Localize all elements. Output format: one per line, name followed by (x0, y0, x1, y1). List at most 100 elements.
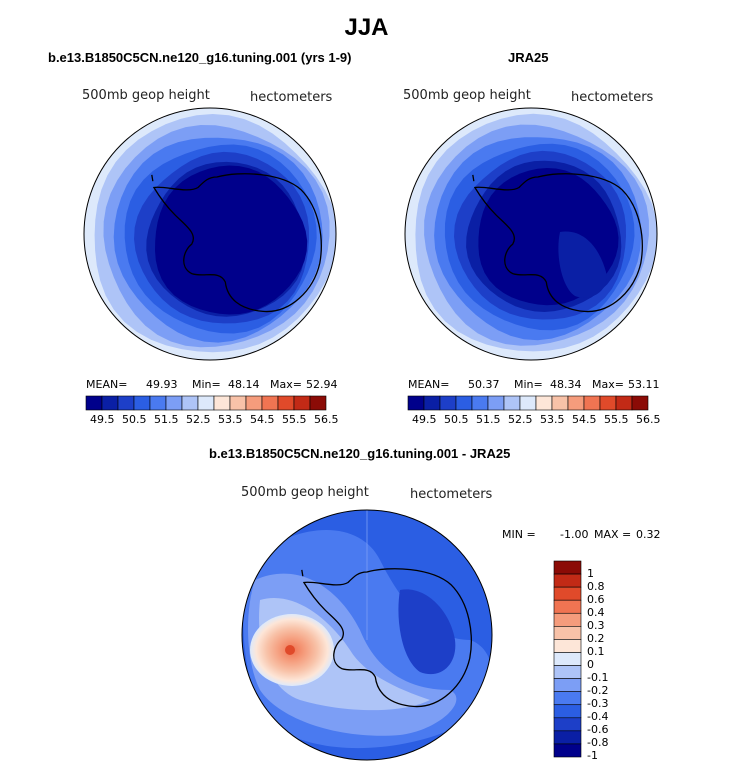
panel2-inner-lobe (558, 231, 607, 298)
panel3-colorbar-tick: -1 (587, 749, 598, 763)
panel1-mean-label: MEAN= (86, 378, 128, 391)
panel2-island-outline (472, 174, 475, 182)
panel1-colorbar-swatch-52 (165, 395, 183, 411)
panel3-colorbar-tick: 0.6 (587, 592, 605, 606)
panel3-colorbar-swatch-0.8 (553, 573, 582, 588)
panel2-colorbar-swatch-54 (551, 395, 569, 411)
panel1-colorbar-swatch-54.5 (245, 395, 263, 411)
panel1-colorbar-swatch-55.5 (277, 395, 295, 411)
panel1-mean-value: 49.93 (146, 378, 178, 391)
panel2-colorbar-swatch-50 (423, 395, 441, 411)
panel1-colorbar-swatch-50.5 (117, 395, 135, 411)
panel2-colorbar-tick: 53.5 (540, 413, 565, 426)
panel3-colorbar-tick: -0.2 (587, 684, 609, 698)
panel3-colorbar-swatch-0.4 (553, 599, 582, 614)
panel2-colorbar-swatch-49.5 (407, 395, 425, 411)
panel2-colorbar-tick: 50.5 (444, 413, 469, 426)
panel3-colorbar-swatch--0.4 (553, 704, 582, 719)
panel2-colorbar-tick: 49.5 (412, 413, 437, 426)
panel2-colorbar-swatch-56 (615, 395, 633, 411)
panel2-colorbar-tick: 56.5 (636, 413, 661, 426)
panel1-units-label: hectometers (250, 90, 333, 105)
panel3-colorbar-tick: 0.3 (587, 618, 605, 632)
panel3-colorbar-swatch-1 (553, 560, 582, 575)
panel2-colorbar-swatch-51 (455, 395, 473, 411)
panel1-colorbar-swatch-53.5 (213, 395, 231, 411)
panel2-colorbar-tick: 52.5 (508, 413, 533, 426)
panel2-colorbar-swatch-56.5 (631, 395, 649, 411)
panel1-title: b.e13.B1850C5CN.ne120_g16.tuning.001 (yr… (48, 50, 352, 65)
panel2-map (405, 108, 657, 360)
panel3-colorbar-tick: -0.4 (587, 710, 609, 724)
panel2-colorbar-tick: 51.5 (476, 413, 501, 426)
panel2-colorbar-swatch-55 (583, 395, 601, 411)
panel2-mean-label: MEAN= (408, 378, 450, 391)
panel1-colorbar-swatch-55 (261, 395, 279, 411)
panel3-colorbar-tick: 0.2 (587, 631, 605, 645)
panel2-max-value: 53.11 (628, 378, 660, 391)
panel3-colorbar-tick: 0 (587, 658, 594, 671)
panel3-map (242, 510, 492, 760)
panel1-colorbar-tick: 49.5 (90, 413, 115, 426)
panel3-colorbar-tick: -0.3 (587, 697, 609, 711)
panel3-colorbar-swatch--0.6 (553, 717, 582, 732)
panel3-min-value: -1.00 (560, 528, 589, 541)
panel3-colorbar-swatch--0.1 (553, 665, 582, 679)
panel3-colorbar-tick: -0.1 (587, 671, 609, 685)
panel3-colorbar-tick: -0.8 (587, 736, 609, 750)
panel3-colorbar-tick: 1 (587, 566, 594, 580)
panel3-colorbar-swatch--0.3 (553, 691, 582, 706)
panel2-min-value: 48.34 (550, 378, 582, 391)
panel1-colorbar-tick: 54.5 (250, 413, 275, 426)
panel3-island-outline (301, 569, 304, 577)
panel3-title: b.e13.B1850C5CN.ne120_g16.tuning.001 - J… (209, 446, 511, 461)
panel1-colorbar-swatch-52.5 (181, 395, 199, 411)
panel2-colorbar-swatch-51.5 (471, 395, 489, 411)
panel1-continent-outline (152, 173, 322, 313)
panel2-colorbar-swatch-53 (519, 395, 537, 411)
panel3-colorbar-swatch--0.2 (553, 678, 582, 692)
main-title: JJA (344, 14, 389, 41)
panel3-continent-outline (302, 568, 472, 708)
panel1-min-label: Min= (192, 378, 221, 391)
panel1-colorbar-tick: 56.5 (314, 413, 339, 426)
panel2-colorbar-tick: 54.5 (572, 413, 597, 426)
panel1-max-value: 52.94 (306, 378, 338, 391)
panel1-colorbar-swatch-56.5 (309, 395, 327, 411)
panel3-colorbar-tick: 0.8 (587, 579, 605, 593)
panel3-colorbar-swatch--1 (553, 743, 582, 758)
panel2-colorbar-swatch-53.5 (535, 395, 553, 411)
panel2-continent-outline (473, 173, 643, 313)
panel1-colorbar-tick: 55.5 (282, 413, 307, 426)
panel3-min-label: MIN = (502, 528, 536, 541)
panel1-colorbar-swatch-53 (197, 395, 215, 411)
panel3-warm-core (285, 645, 295, 655)
panel1-colorbar-swatch-49.5 (85, 395, 103, 411)
panel2-colorbar-swatch-50.5 (439, 395, 457, 411)
panel2-mean-value: 50.37 (468, 378, 500, 391)
panel1-min-value: 48.14 (228, 378, 260, 391)
panel2-colorbar-tick: 55.5 (604, 413, 629, 426)
panel2-variable-label: 500mb geop height (403, 88, 531, 103)
panel1-colorbar-swatch-50 (101, 395, 119, 411)
panel3-colorbar-tick: -0.6 (587, 723, 609, 737)
panel3-colorbar-tick: 0.4 (587, 605, 605, 619)
panel2-colorbar-swatch-55.5 (599, 395, 617, 411)
panel2-colorbar-swatch-54.5 (567, 395, 585, 411)
panel1-colorbar-tick: 53.5 (218, 413, 243, 426)
panel3-colorbar-swatch-0 (553, 652, 582, 666)
panel3-units-label: hectometers (410, 487, 493, 502)
panel3-colorbar-swatch-0.1 (553, 639, 582, 653)
panel1-colorbar-swatch-51.5 (149, 395, 167, 411)
panel1-max-label: Max= (270, 378, 302, 391)
panel1-map-border (83, 107, 337, 361)
panel2-colorbar-swatch-52.5 (503, 395, 521, 411)
panel3-colorbar-swatch-0.6 (553, 586, 582, 601)
panel1-colorbar-swatch-56 (293, 395, 311, 411)
panel3-max-value: 0.32 (636, 528, 661, 541)
panel1-colorbar-tick: 51.5 (154, 413, 179, 426)
panel2-min-label: Min= (514, 378, 543, 391)
panel1-map (84, 108, 336, 360)
panel1-colorbar-tick: 52.5 (186, 413, 211, 426)
